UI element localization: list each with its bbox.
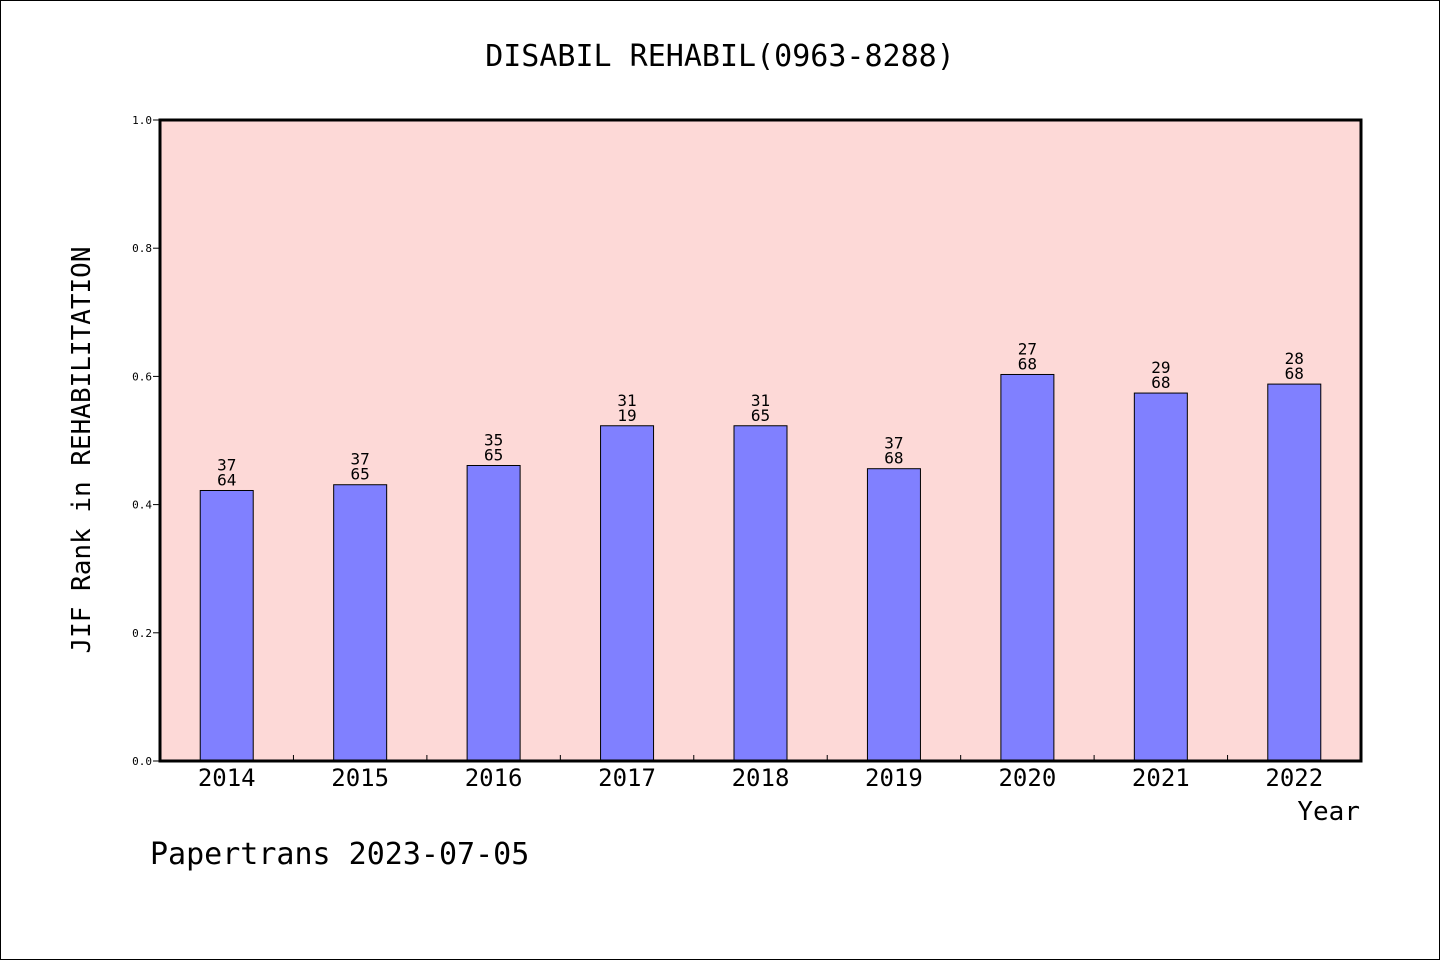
bar-label-total: 65 <box>751 406 770 425</box>
x-tick-label: 2017 <box>598 764 656 792</box>
bar-label-total: 65 <box>484 445 503 464</box>
bar-label-total: 19 <box>617 406 636 425</box>
bar-label-total: 68 <box>1285 364 1304 383</box>
bar-label-rank: 27 <box>1018 339 1037 358</box>
bar-label-total: 64 <box>217 470 236 489</box>
y-tick-label: 0.4 <box>132 499 152 512</box>
bar <box>1267 383 1322 762</box>
y-tick-label: 0.0 <box>132 755 152 768</box>
bar-label-total: 65 <box>351 465 370 484</box>
bar <box>199 489 254 762</box>
bar-label-rank: 37 <box>217 455 236 474</box>
bar <box>600 425 655 762</box>
bar <box>1000 373 1055 762</box>
y-tick-label: 0.2 <box>132 627 152 640</box>
x-tick-label: 2015 <box>331 764 389 792</box>
x-tick-label: 2018 <box>732 764 790 792</box>
y-tick-label: 0.6 <box>132 370 152 383</box>
x-axis-label: Year <box>1297 797 1360 827</box>
footer-credit: Papertrans 2023-07-05 <box>150 837 529 872</box>
bar-label-rank: 31 <box>617 391 636 410</box>
bar <box>866 468 921 762</box>
x-tick-label: 2016 <box>465 764 523 792</box>
bar-label-rank: 37 <box>351 450 370 469</box>
x-tick-label: 2014 <box>198 764 256 792</box>
x-tick-label: 2021 <box>1132 764 1190 792</box>
bar <box>733 425 788 762</box>
ticks-layer: 0.0 0.2 0.4 0.6 0.8 1.0 2014 2015 2016 2017 2018 20… <box>132 114 1323 792</box>
y-tick-label: 1.0 <box>132 114 152 127</box>
bar-label-rank: 35 <box>484 430 503 449</box>
bar-label-rank: 28 <box>1285 349 1304 368</box>
y-axis-label: JIF Rank in REHABILITATION <box>67 247 97 654</box>
chart-title: DISABIL REHABIL(0963-8288) <box>485 39 955 74</box>
bar <box>466 464 521 762</box>
bar <box>1133 392 1188 762</box>
bar-label-rank: 37 <box>884 434 903 453</box>
bar-label-total: 68 <box>1151 373 1170 392</box>
y-tick-label: 0.8 <box>132 242 152 255</box>
x-tick-label: 2019 <box>865 764 923 792</box>
bar-label-rank: 29 <box>1151 358 1170 377</box>
bar <box>333 484 388 762</box>
x-tick-label: 2022 <box>1265 764 1323 792</box>
bar-label-rank: 31 <box>751 391 770 410</box>
bar-label-total: 68 <box>884 449 903 468</box>
x-tick-label: 2020 <box>998 764 1056 792</box>
bar-label-total: 68 <box>1018 354 1037 373</box>
plot-border <box>158 118 1363 763</box>
